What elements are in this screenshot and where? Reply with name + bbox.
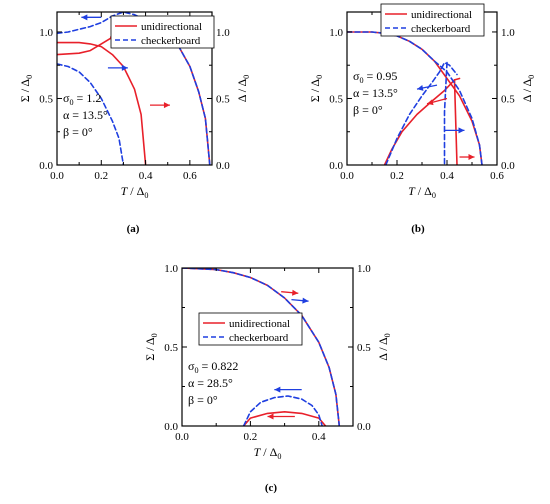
series-unidirectional-line-2 xyxy=(453,79,458,165)
x-tick-label: 0.4 xyxy=(139,170,153,182)
y-right-axis-label: Δ / Δ0 xyxy=(520,75,536,103)
direction-arrow xyxy=(281,289,299,296)
y-left-tick-label: 0.0 xyxy=(329,160,343,172)
direction-arrow xyxy=(426,97,448,106)
x-tick-label: 0.0 xyxy=(50,170,64,182)
y-left-tick-label: 0.0 xyxy=(164,421,178,433)
direction-arrow xyxy=(81,14,102,21)
direction-arrow xyxy=(267,413,295,420)
direction-arrow xyxy=(150,102,170,109)
y-left-tick-label: 0.5 xyxy=(164,342,178,354)
y-right-axis-label: Δ / Δ0 xyxy=(376,333,392,361)
y-left-axis-label: Σ / Δ0 xyxy=(18,75,34,102)
direction-arrow xyxy=(459,154,475,161)
legend-entry-checkerboard: checkerboard xyxy=(229,332,289,344)
series-unidirectional-line-1 xyxy=(242,411,327,426)
parameter-annotation: α = 28.5° xyxy=(188,376,233,390)
x-axis-label: T / Δ0 xyxy=(254,445,282,461)
legend: unidirectional checkerboard xyxy=(380,3,485,37)
y-right-tick-label: 0.5 xyxy=(357,342,371,354)
direction-arrow xyxy=(274,386,302,393)
legend-entry-unidirectional: unidirectional xyxy=(141,21,202,33)
y-right-tick-label: 1.0 xyxy=(501,27,515,39)
parameter-annotation: α = 13.5° xyxy=(63,108,108,122)
y-right-tick-label: 1.0 xyxy=(357,263,371,275)
legend-entry-checkerboard: checkerboard xyxy=(411,23,471,35)
panel-label: (b) xyxy=(411,223,425,235)
series-group xyxy=(182,268,341,426)
x-tick-label: 0.2 xyxy=(244,431,258,443)
plot-frame xyxy=(56,11,213,166)
series-unidirectional-line-0 xyxy=(57,41,147,165)
x-tick-label: 0.0 xyxy=(175,431,189,443)
y-right-tick-label: 0.5 xyxy=(216,93,230,105)
series-checkerboard-line-2 xyxy=(443,61,448,165)
series-checkerboard-line-1 xyxy=(242,395,323,426)
parameter-annotation: α = 13.5° xyxy=(353,86,398,100)
legend-entry-unidirectional: unidirectional xyxy=(229,318,290,330)
y-left-axis-label: Σ / Δ0 xyxy=(308,75,324,102)
y-left-tick-label: 0.5 xyxy=(329,93,343,105)
y-right-axis-label: Δ / Δ0 xyxy=(235,75,251,103)
series-checkerboard-line-0 xyxy=(57,63,125,165)
x-tick-label: 0.0 xyxy=(340,170,354,182)
x-axis-label: T / Δ0 xyxy=(121,184,149,200)
parameter-annotation: β = 0° xyxy=(353,103,383,117)
x-tick-label: 0.2 xyxy=(94,170,108,182)
series-checkerboard-line-1 xyxy=(385,61,458,165)
panel-label: (c) xyxy=(265,482,278,494)
direction-arrow xyxy=(416,84,438,91)
y-right-tick-label: 0.0 xyxy=(216,160,230,172)
y-left-tick-label: 1.0 xyxy=(329,27,343,39)
chart-panel-2: 0.0 0.2 0.40.0 0.00.5 0.51.0 1.0T / Δ0Σ / Δ0Δ… xyxy=(143,263,392,494)
parameter-annotation: σ0 = 1.2 xyxy=(63,91,101,107)
x-tick-label: 0.6 xyxy=(183,170,197,182)
y-left-axis-label: Σ / Δ0 xyxy=(143,333,159,360)
legend: unidirectional checkerboard xyxy=(198,312,303,346)
parameter-annotation: β = 0° xyxy=(188,393,218,407)
legend-entry-checkerboard: checkerboard xyxy=(141,35,201,47)
y-left-tick-label: 0.0 xyxy=(39,160,53,172)
chart-panel-0: 0.0 0.2 0.4 0.60.0 0.00.5 0.51.0 1.0T / Δ0Σ / … xyxy=(18,11,251,235)
y-right-tick-label: 0.0 xyxy=(501,160,515,172)
panel-label: (a) xyxy=(127,223,140,235)
legend-entry-unidirectional: unidirectional xyxy=(411,9,472,21)
parameter-annotation: β = 0° xyxy=(63,125,93,139)
y-left-tick-label: 1.0 xyxy=(164,263,178,275)
parameter-annotation: σ0 = 0.822 xyxy=(188,359,238,375)
direction-arrow xyxy=(107,64,128,71)
y-right-tick-label: 0.5 xyxy=(501,93,515,105)
legend: unidirectional checkerboard xyxy=(110,15,215,49)
x-tick-label: 0.6 xyxy=(490,170,504,182)
y-left-tick-label: 0.5 xyxy=(39,93,53,105)
chart-panel-1: 0.0 0.2 0.4 0.60.0 0.00.5 0.51.0 1.0T / Δ0Σ / … xyxy=(308,3,536,235)
x-tick-label: 0.4 xyxy=(312,431,326,443)
x-tick-label: 0.2 xyxy=(390,170,404,182)
direction-arrow xyxy=(444,127,465,134)
parameter-annotation: σ0 = 0.95 xyxy=(353,69,397,85)
y-left-tick-label: 1.0 xyxy=(39,27,53,39)
x-tick-label: 0.4 xyxy=(440,170,454,182)
y-right-tick-label: 1.0 xyxy=(216,27,230,39)
series-checkerboard-line-0 xyxy=(182,268,341,426)
x-axis-label: T / Δ0 xyxy=(408,184,436,200)
direction-arrow xyxy=(291,297,309,304)
y-right-tick-label: 0.0 xyxy=(357,421,371,433)
